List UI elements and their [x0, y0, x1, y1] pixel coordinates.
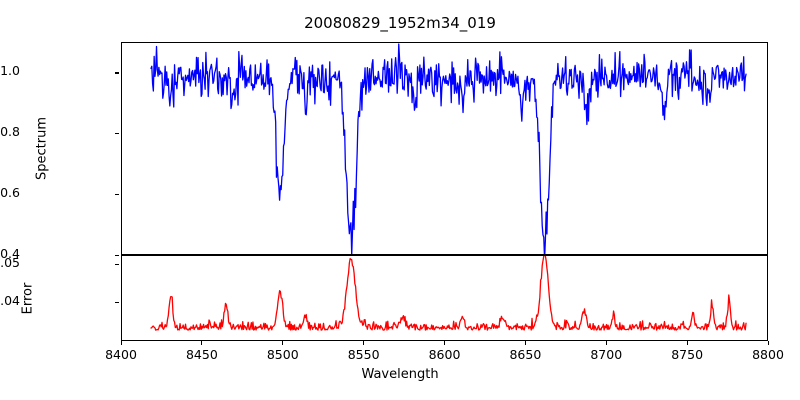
error-plot-area — [121, 255, 768, 341]
spectrum-y-tick-mark — [115, 255, 119, 257]
error-y-tick-mark — [115, 264, 119, 266]
error-y-tick-mark — [115, 301, 119, 303]
x-tick-mark — [201, 341, 203, 345]
x-tick-label: 8500 — [266, 347, 299, 362]
spectrum-y-axis: 0.4 0.6 0.8 1.0 — [0, 42, 112, 260]
spectrum-y-tick-mark — [115, 133, 119, 135]
x-tick-label: 8450 — [185, 347, 218, 362]
x-tick-label: 8700 — [590, 347, 623, 362]
x-tick-mark — [767, 341, 769, 345]
error-y-tick-label: 0.04 — [0, 292, 20, 308]
x-tick-mark — [444, 341, 446, 345]
x-tick-mark — [605, 341, 607, 345]
spectrum-y-tick-label: 1.0 — [0, 63, 20, 79]
x-tick-label: 8400 — [105, 347, 137, 362]
x-tick-label: 8600 — [428, 347, 461, 362]
spectrum-y-tick-label: 0.6 — [0, 185, 20, 201]
error-y-axis: 0.04 0.05 — [0, 255, 112, 341]
error-axis-label: Error — [20, 282, 36, 315]
x-tick-mark — [363, 341, 365, 345]
wavelength-axis-label: Wavelength — [361, 367, 439, 382]
x-tick-label: 8750 — [671, 347, 704, 362]
spectrum-plot-area — [121, 42, 768, 255]
x-tick-mark — [120, 341, 122, 345]
spectrum-line-series — [150, 43, 747, 254]
x-tick-label: 8550 — [347, 347, 380, 362]
spectrum-y-tick-label: 0.8 — [0, 124, 20, 140]
spectrum-axis-label: Spectrum — [34, 117, 50, 180]
error-line-series — [150, 256, 747, 331]
page-title: 20080829_1952m34_019 — [304, 14, 496, 32]
x-tick-mark — [686, 341, 688, 345]
error-y-tick-label: 0.05 — [0, 255, 20, 271]
x-tick-mark — [282, 341, 284, 345]
spectrum-y-tick-label: 0.4 — [0, 246, 20, 261]
spectrum-y-tick-mark — [115, 194, 119, 196]
x-tick-label: 8650 — [509, 347, 542, 362]
x-tick-mark — [524, 341, 526, 345]
x-tick-label: 8800 — [752, 347, 784, 362]
spectrum-y-tick-mark — [115, 72, 119, 74]
x-axis: 8400 8450 8500 8550 8600 8650 8700 8750 8800 — [0, 344, 800, 364]
